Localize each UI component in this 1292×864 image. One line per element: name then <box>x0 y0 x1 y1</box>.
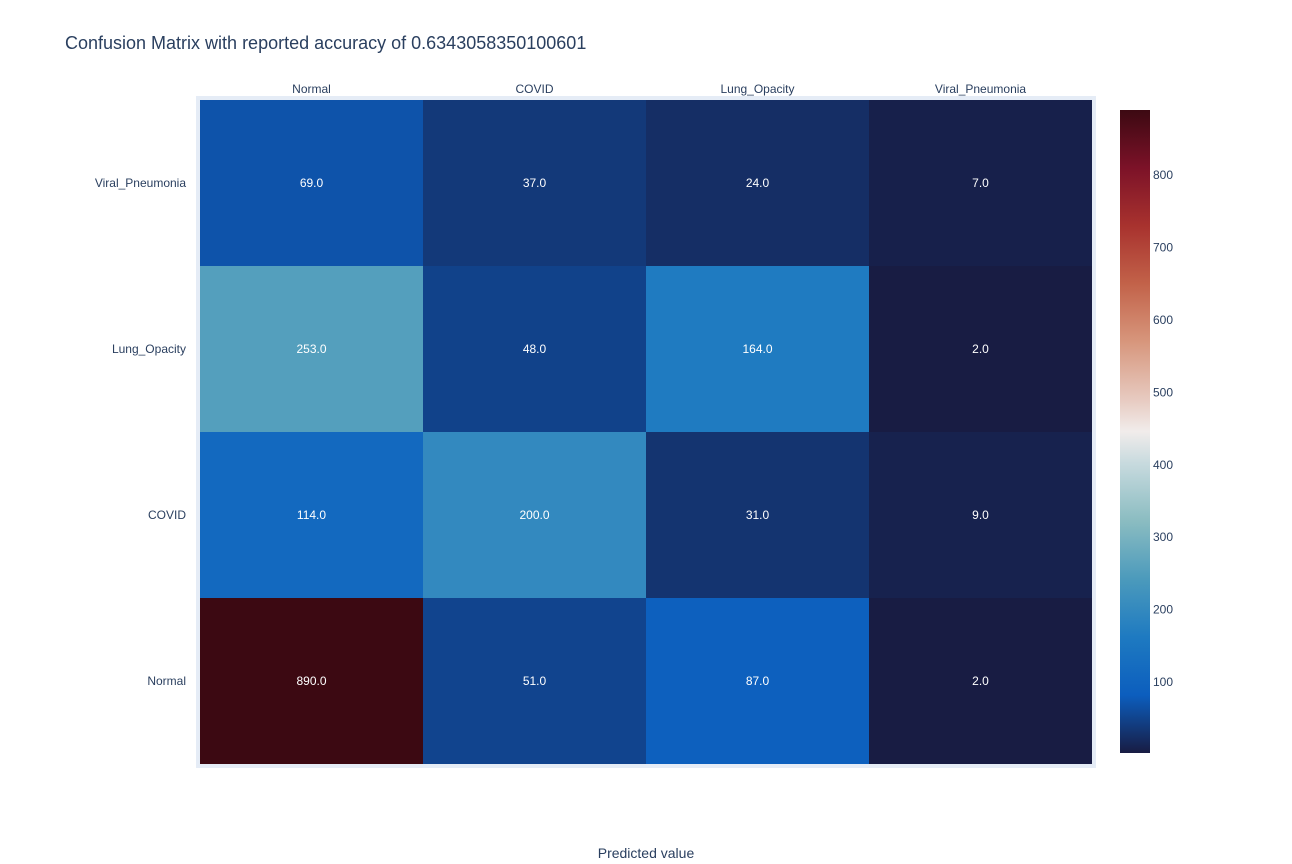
heatmap-cell <box>869 100 1092 266</box>
colorbar-tick-label: 300 <box>1153 530 1173 544</box>
cell-value-label: 114.0 <box>297 508 326 522</box>
x-axis-title: Predicted value <box>598 845 695 861</box>
y-tick-label: Normal <box>147 674 186 688</box>
x-tick-label: Normal <box>292 82 331 96</box>
y-tick-label: Lung_Opacity <box>112 342 186 356</box>
heatmap-cell <box>423 432 646 598</box>
x-tick-label: COVID <box>515 82 553 96</box>
heatmap-cell <box>869 266 1092 432</box>
x-tick-label: Viral_Pneumonia <box>935 82 1026 96</box>
cell-value-label: 253.0 <box>296 342 326 356</box>
heatmap-cell <box>200 100 423 266</box>
y-axis-ticks: Viral_Pneumonia Lung_Opacity COVID Normal <box>95 176 186 688</box>
x-tick-label: Lung_Opacity <box>720 82 794 96</box>
heatmap-cell <box>200 266 423 432</box>
cell-value-label: 7.0 <box>972 176 989 190</box>
cell-value-label: 24.0 <box>746 176 770 190</box>
heatmap-cell <box>646 100 869 266</box>
cell-value-label: 200.0 <box>519 508 549 522</box>
colorbar-tick-label: 500 <box>1153 385 1173 399</box>
cell-value-label: 164.0 <box>742 342 772 356</box>
heatmap-cell <box>423 598 646 764</box>
cell-value-label: 48.0 <box>523 342 547 356</box>
cell-value-label: 37.0 <box>523 176 547 190</box>
heatmap-cell <box>423 266 646 432</box>
colorbar-tick-label: 200 <box>1153 603 1173 617</box>
heatmap-cell <box>423 100 646 266</box>
cell-value-label: 9.0 <box>972 508 989 522</box>
heatmap-cell <box>646 266 869 432</box>
colorbar-tick-label: 800 <box>1153 168 1173 182</box>
colorbar-tick-label: 400 <box>1153 458 1173 472</box>
cell-value-label: 87.0 <box>746 674 770 688</box>
heatmap-cell <box>646 598 869 764</box>
cell-value-label: 31.0 <box>746 508 770 522</box>
cell-value-label: 890.0 <box>296 674 326 688</box>
colorbar <box>1120 110 1150 753</box>
heatmap-cells: 69.0 37.0 24.0 7.0 253.0 48.0 164.0 2.0 114.0 200… <box>200 100 1092 764</box>
chart-title: Confusion Matrix with reported accuracy … <box>65 33 587 53</box>
heatmap-cell <box>869 598 1092 764</box>
heatmap-cell <box>200 432 423 598</box>
colorbar-ticks: 100 200 300 400 500 600 700 800 <box>1153 168 1173 689</box>
heatmap-cell <box>200 598 423 764</box>
cell-value-label: 51.0 <box>523 674 547 688</box>
colorbar-tick-label: 600 <box>1153 313 1173 327</box>
cell-value-label: 69.0 <box>300 176 324 190</box>
colorbar-tick-label: 700 <box>1153 241 1173 255</box>
cell-value-label: 2.0 <box>972 674 989 688</box>
cell-value-label: 2.0 <box>972 342 989 356</box>
colorbar-tick-label: 100 <box>1153 675 1173 689</box>
heatmap-cell <box>646 432 869 598</box>
x-axis-ticks: Normal COVID Lung_Opacity Viral_Pneumonia <box>292 82 1026 96</box>
heatmap-cell <box>869 432 1092 598</box>
y-tick-label: COVID <box>148 508 186 522</box>
y-tick-label: Viral_Pneumonia <box>95 176 186 190</box>
